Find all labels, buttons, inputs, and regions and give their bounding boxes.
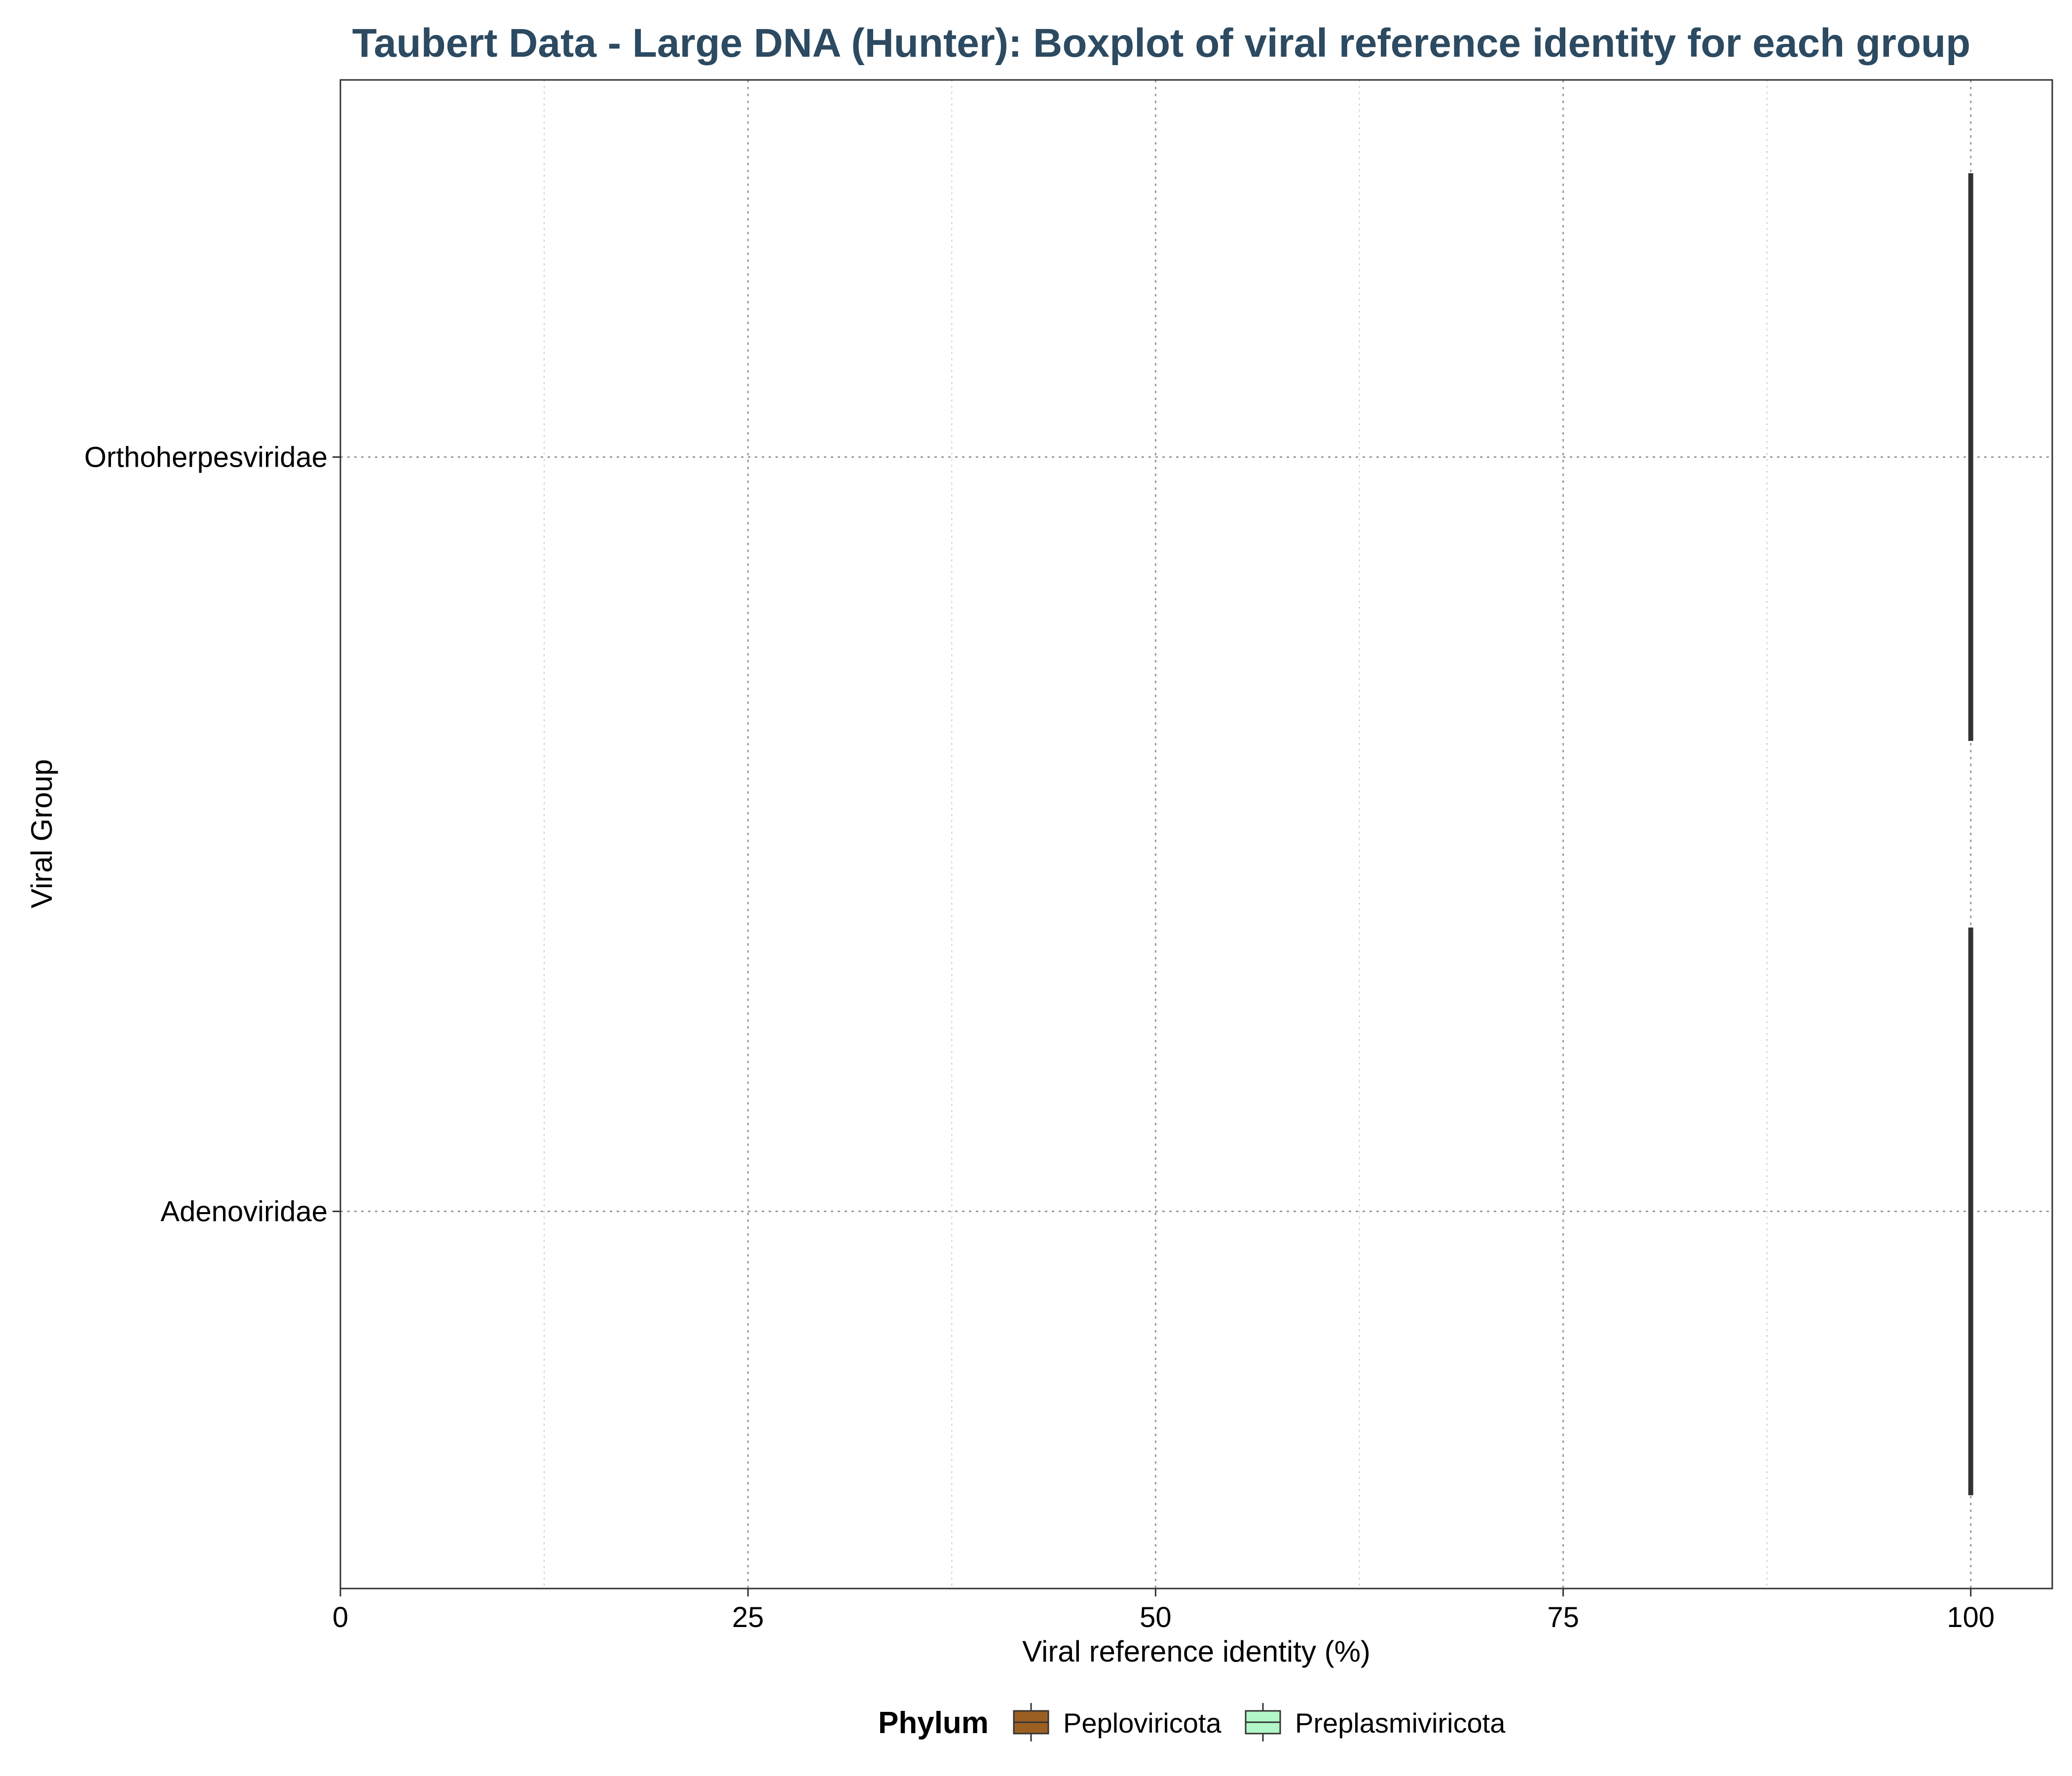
y-tick-label: Adenoviridae [160, 1196, 328, 1228]
x-tick-label: 0 [333, 1601, 348, 1633]
box-adenoviridae [1968, 927, 1973, 1495]
grid [339, 80, 2052, 1589]
legend-item: Peploviricota [1013, 1703, 1221, 1741]
plot-panel-border [339, 79, 2053, 1590]
y-axis-ticks: Adenoviridae Orthoherpesviridae [84, 442, 340, 1228]
legend-item: Preplasmiviricota [1245, 1703, 1506, 1741]
boxes-layer [1968, 173, 1973, 1495]
legend-item-label: Peploviricota [1063, 1707, 1221, 1739]
box-orthoherpesviridae [1968, 173, 1973, 741]
x-tick-label: 25 [732, 1601, 764, 1633]
x-tick-label: 100 [1947, 1601, 1995, 1633]
y-tick-label: Orthoherpesviridae [84, 442, 328, 474]
legend: Phylum Peploviricota Preplasmiviricota [878, 1703, 1506, 1741]
x-tick-label: 75 [1547, 1601, 1579, 1633]
y-axis-label: Viral Group [25, 759, 58, 908]
x-axis-label: Viral reference identity (%) [1022, 1635, 1370, 1668]
x-axis-ticks: 0 25 50 75 100 [333, 1589, 1995, 1633]
legend-item-label: Preplasmiviricota [1295, 1707, 1506, 1739]
chart-title: Taubert Data - Large DNA (Hunter): Boxpl… [352, 21, 1970, 66]
legend-title: Phylum [878, 1706, 989, 1740]
x-tick-label: 50 [1140, 1601, 1172, 1633]
